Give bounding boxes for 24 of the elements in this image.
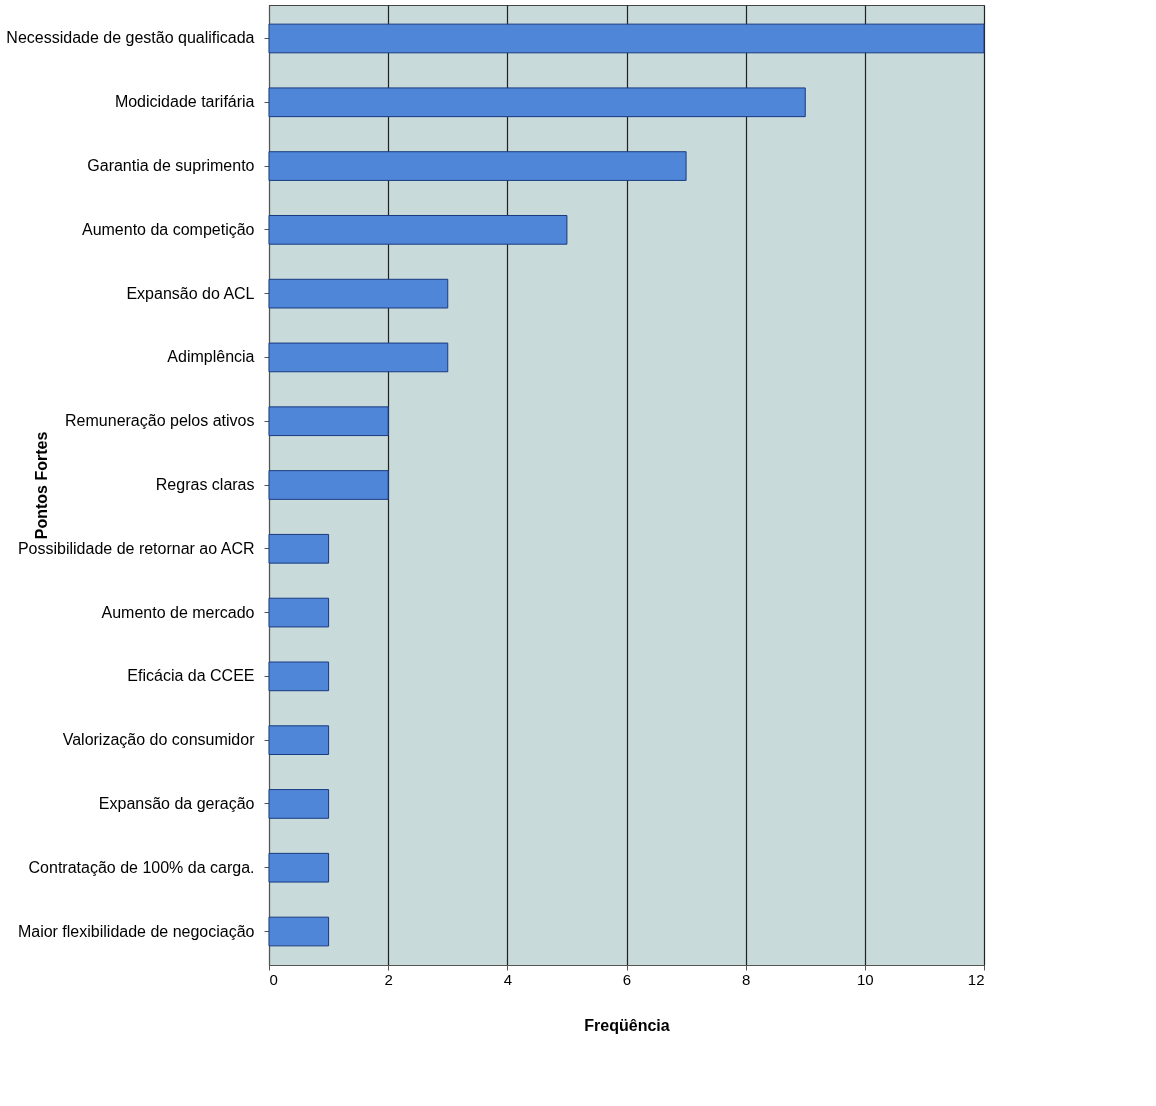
y-tick-label: Expansão da geração: [98, 794, 255, 812]
y-axis-title: Pontos Fortes: [32, 431, 50, 540]
y-tick-label: Contratação de 100% da carga.: [28, 858, 255, 876]
x-tick-label: 12: [967, 970, 985, 988]
y-tick-label: Maior flexibilidade de negociação: [17, 922, 255, 940]
y-tick-label: Expansão do ACL: [126, 284, 255, 302]
x-axis-title: Freqüência: [584, 1016, 670, 1034]
x-tick-label: 10: [856, 970, 874, 988]
y-tick-label: Modicidade tarifária: [114, 93, 255, 111]
y-tick-label: Garantia de suprimento: [87, 157, 255, 175]
y-tick-label: Adimplência: [167, 348, 255, 366]
y-tick-label: Aumento da competição: [81, 220, 255, 238]
y-tick-label: Aumento de mercado: [101, 603, 255, 621]
y-tick-label: Regras claras: [155, 476, 255, 493]
y-tick-label: Possibilidade de retornar ao ACR: [17, 539, 255, 557]
x-tick-label: 8: [741, 970, 751, 988]
y-tick-label: Valorização do consumidor: [62, 731, 256, 749]
x-tick-label: 2: [384, 970, 393, 988]
y-tick-label: Necessidade de gestão qualificada: [6, 29, 255, 47]
x-tick-label: 6: [622, 970, 632, 988]
x-tick-label: 0: [269, 970, 278, 988]
x-tick-label: 4: [503, 970, 513, 988]
y-tick-label: Remuneração pelos ativos: [65, 412, 255, 430]
y-tick-label: Eficácia da CCEE: [127, 667, 255, 685]
